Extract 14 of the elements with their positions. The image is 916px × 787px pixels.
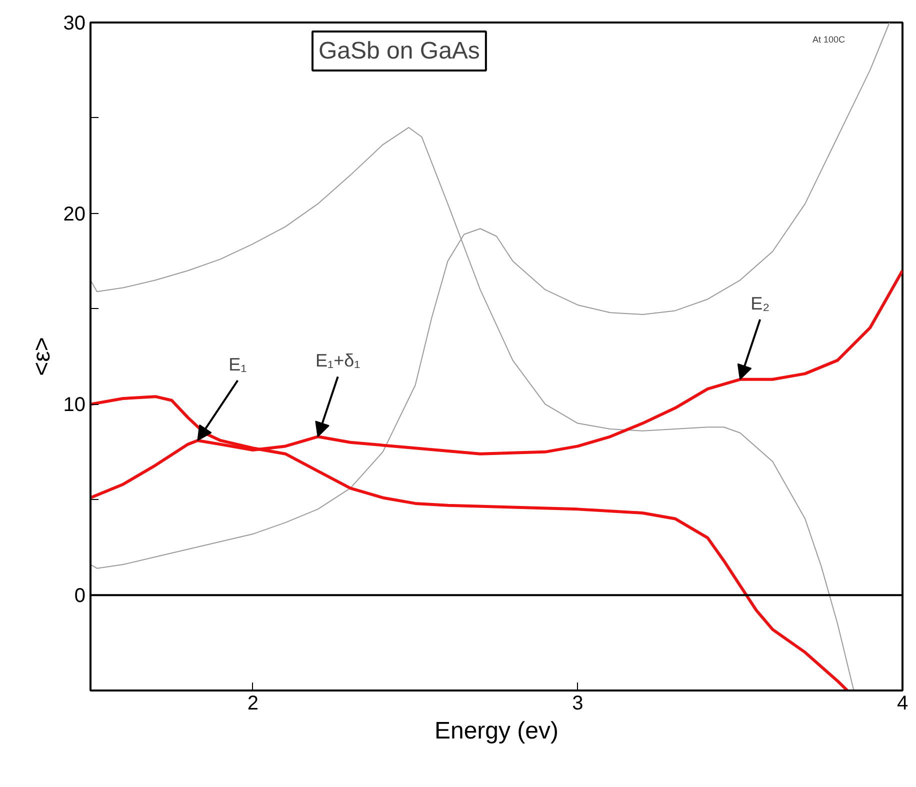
annotation: E₁+δ₁ — [316, 350, 360, 371]
x-tick-label: 3 — [572, 692, 584, 714]
y-axis-title: <ε> — [28, 337, 56, 376]
y-tick-label: 10 — [63, 394, 86, 416]
y-tick-label: 30 — [63, 12, 86, 34]
x-tick-label: 2 — [247, 692, 258, 714]
annotation: At 100C — [812, 34, 846, 44]
x-tick-label: 4 — [896, 692, 908, 714]
annotation: E₁ — [228, 354, 247, 374]
y-tick-label: 20 — [63, 203, 86, 226]
x-axis-title: Energy (ev) — [434, 718, 559, 744]
y-tick-label: 0 — [74, 585, 86, 608]
annotation: E₂ — [750, 293, 770, 314]
text: GaSb on GaAs — [318, 38, 480, 64]
